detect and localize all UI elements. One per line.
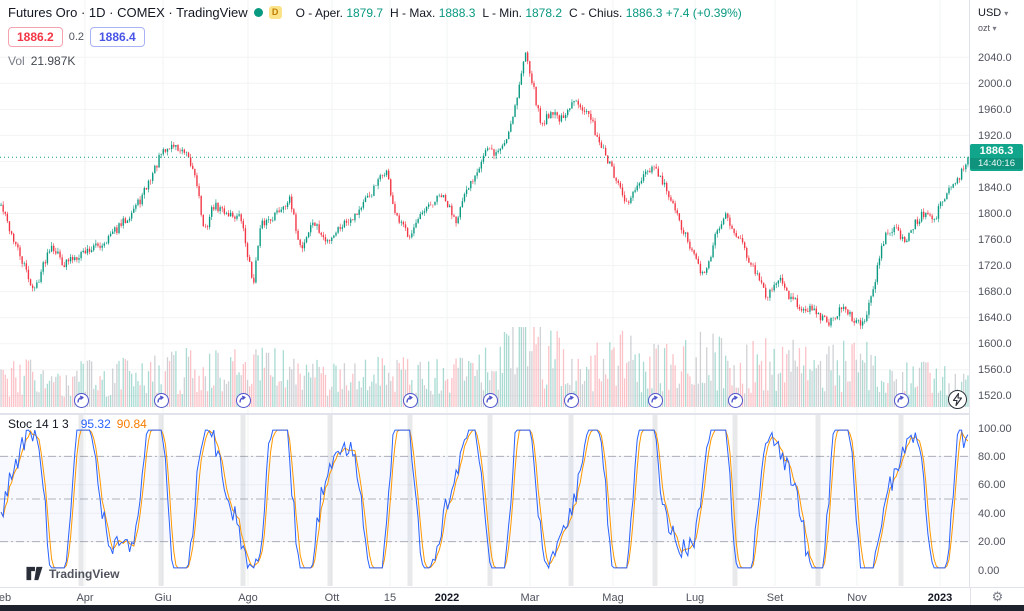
time-axis-label: Lug [685,592,705,604]
time-axis-label: Mag [602,592,624,604]
time-axis-label: Ott [324,592,340,604]
price-tick-label: 2000.0 [978,78,1012,90]
contract-rollover-icon[interactable] [403,393,418,408]
delayed-data-icon[interactable]: D [268,6,282,19]
sell-price-button[interactable]: 1886.2 [8,27,63,47]
price-tick-label: 1600.0 [978,338,1012,350]
spread-value: 0.2 [68,31,84,43]
contract-rollover-icon[interactable] [483,393,498,408]
stochastic-d-value: 90.84 [116,417,147,431]
rollover-session-bands [78,415,904,586]
bar-countdown: 14:40:16 [970,158,1023,169]
price-tick-label: 1680.0 [978,286,1012,298]
price-chart-canvas[interactable] [0,0,969,414]
price-axis[interactable]: USD ▾ ozt ▾ 2040.0 2000.0 1960.0 1920.0 1840… [969,0,1024,587]
tradingview-logo[interactable]: TradingView [26,566,119,581]
contract-rollover-icon[interactable] [564,393,579,408]
price-tick-label: 1920.0 [978,130,1012,142]
contract-rollover-icon[interactable] [154,393,169,408]
lightning-bolt-icon[interactable] [948,390,967,409]
stoch-tick-label: 100.00 [978,423,1012,435]
candle-wicks-up [0,52,969,329]
time-axis-label: eb [0,592,12,604]
time-axis-label: Apr [76,592,94,604]
time-axis-label: Set [766,592,784,604]
time-axis-label: Mar [520,592,540,604]
axis-settings-corner: ⚙ [970,588,1024,606]
chevron-down-icon: ▾ [1004,9,1009,18]
stochastic-d-line [0,429,969,569]
volume-bars-neutral [0,327,965,407]
time-axis[interactable]: eb Apr Giu Ago Ott 15 2022 Mar Mag Lug Set Nov 2023 … [0,587,1024,606]
stochastic-indicator-label[interactable]: Stoc 14 1 3 95.32 90.84 [8,417,147,431]
candle-bodies-down [2,52,965,326]
contract-rollover-icon[interactable] [74,393,89,408]
price-tick-label: 1840.0 [978,182,1012,194]
stoch-tick-label: 40.00 [978,508,1006,520]
price-tick-label: 1520.0 [978,390,1012,402]
stoch-tick-label: 80.00 [978,451,1006,463]
symbol-title[interactable]: Futures Oro · 1D · COMEX · TradingView [8,5,248,20]
time-axis-label: Ago [238,592,258,604]
bottom-panel-edge[interactable] [0,605,1024,611]
gear-icon[interactable]: ⚙ [991,589,1004,604]
candle-bodies-up [0,52,969,326]
price-tick-label: 1960.0 [978,104,1012,116]
chevron-down-icon: ▾ [992,24,997,33]
time-axis-label: 2022 [434,592,460,604]
market-status-icon[interactable] [253,8,263,17]
price-tick-label: 1720.0 [978,260,1012,272]
chart-header: Futures Oro · 1D · COMEX · TradingView D… [8,4,742,68]
stochastic-k-value: 95.32 [80,417,111,431]
price-tick-label: 1640.0 [978,312,1012,324]
tradingview-logo-icon [26,566,43,581]
time-axis-label: Giu [154,592,172,604]
buy-price-button[interactable]: 1886.4 [90,27,145,47]
volume-readout: Vol 21.987K [8,54,76,68]
stoch-tick-label: 20.00 [978,536,1006,548]
price-tick-label: 2040.0 [978,52,1012,64]
price-tick-label: 1560.0 [978,364,1012,376]
price-tick-label: 1760.0 [978,234,1012,246]
price-chart-pane[interactable] [0,0,969,414]
axis-unit-selectors: USD ▾ ozt ▾ [978,6,1008,36]
pane-divider[interactable] [0,413,1024,415]
time-axis-label: Nov [847,592,867,604]
currency-selector[interactable]: USD ▾ [978,7,1009,19]
unit-selector[interactable]: ozt ▾ [978,23,997,33]
ohlc-values: O - Aper. 1879.7 H - Max. 1888.3 L - Min… [295,5,742,20]
stochastic-pane[interactable] [0,415,969,586]
stoch-tick-label: 0.00 [978,565,1000,577]
stoch-tick-label: 60.00 [978,479,1006,491]
last-price-badge[interactable]: 1886.3 14:40:16 [970,144,1023,171]
contract-rollover-icon[interactable] [236,393,251,408]
last-price-value: 1886.3 [979,145,1014,157]
candle-wicks-down [2,51,965,330]
time-axis-label: 2023 [927,592,953,604]
stochastic-k-line [0,429,969,570]
contract-rollover-icon[interactable] [648,393,663,408]
contract-rollover-icon[interactable] [728,393,743,408]
time-axis-label: 15 [383,592,397,604]
tradingview-logo-text: TradingView [49,566,120,581]
volume-bars-up [23,327,969,407]
contract-rollover-icon[interactable] [894,393,909,408]
stochastic-canvas[interactable] [0,415,969,586]
price-tick-label: 1800.0 [978,208,1012,220]
